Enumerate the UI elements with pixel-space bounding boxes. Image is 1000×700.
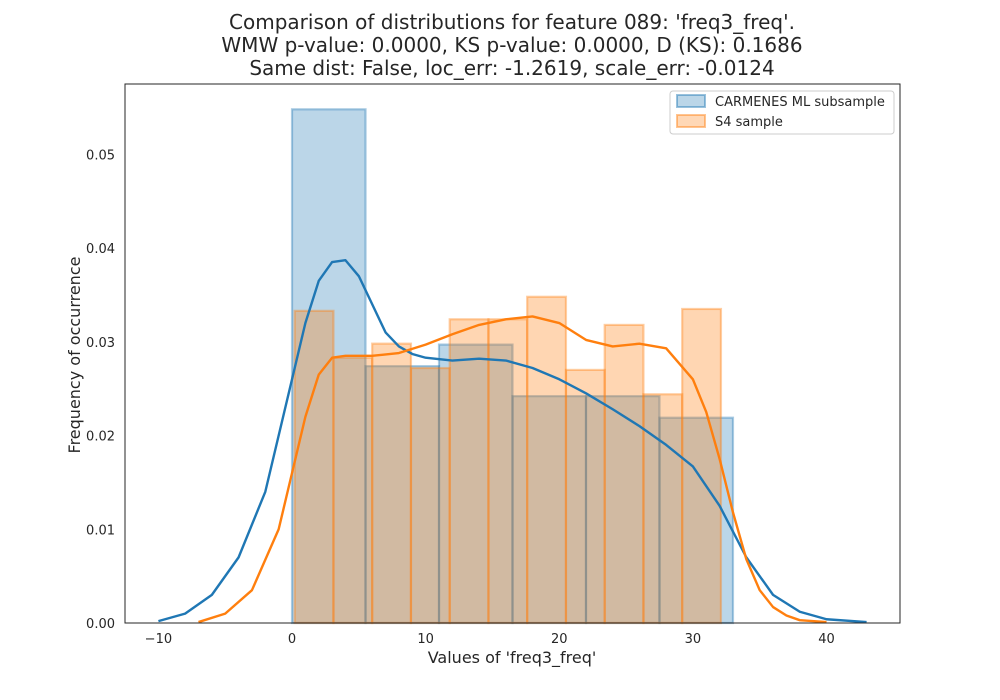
chart-title-line-1: Comparison of distributions for feature … (229, 10, 795, 34)
histogram-bar (603, 323, 645, 625)
histogram-bar (642, 393, 684, 625)
plot-area: −10 0 10 20 30 40 0.00 0.01 0.02 0.03 0.04 0.05 (86, 83, 901, 647)
legend-swatch (676, 114, 706, 128)
legend-swatch (676, 94, 706, 108)
x-tick-label: 0 (288, 632, 296, 647)
y-tick-label: 0.04 (86, 242, 115, 257)
x-axis-label: Values of 'freq3_freq' (428, 648, 597, 668)
y-tick-label: 0.00 (86, 617, 115, 632)
x-tick-label: 20 (551, 632, 568, 647)
x-tick-label: −10 (145, 632, 172, 647)
legend-entry-label: CARMENES ML subsample (715, 95, 885, 110)
histogram-bar (290, 108, 367, 625)
legend: CARMENES ML subsample S4 sample (669, 90, 895, 135)
legend-box (669, 90, 895, 135)
y-tick-label: 0.05 (86, 148, 115, 163)
histogram-bar (371, 342, 413, 625)
histogram-bar (437, 343, 514, 625)
x-tick-label: 30 (685, 632, 702, 647)
histogram-bar (364, 365, 441, 625)
axes-frame (124, 83, 901, 624)
histogram-bar (658, 416, 735, 625)
histogram-bar (526, 295, 568, 625)
histogram-bar (511, 395, 588, 625)
histogram-bar (409, 366, 451, 625)
x-tick-label: 40 (818, 632, 835, 647)
chart-title-line-2: WMW p-value: 0.0000, KS p-value: 0.0000,… (221, 33, 802, 57)
histogram-bar (564, 368, 606, 625)
legend-entry-label: S4 sample (715, 115, 783, 130)
chart-title-line-3: Same dist: False, loc_err: -1.2619, scal… (249, 56, 774, 80)
histogram-bar (681, 307, 723, 625)
y-tick-label: 0.02 (86, 430, 115, 445)
y-tick-label: 0.01 (86, 523, 115, 538)
y-axis-label: Frequency of occurrence (65, 257, 84, 454)
y-tick-label: 0.03 (86, 336, 115, 351)
histogram-bar (332, 356, 374, 625)
histogram-bar (448, 318, 490, 625)
x-tick-label: 10 (417, 632, 434, 647)
histogram-bar (293, 309, 335, 625)
kde-curve (158, 259, 867, 624)
kde-curve (198, 315, 827, 624)
